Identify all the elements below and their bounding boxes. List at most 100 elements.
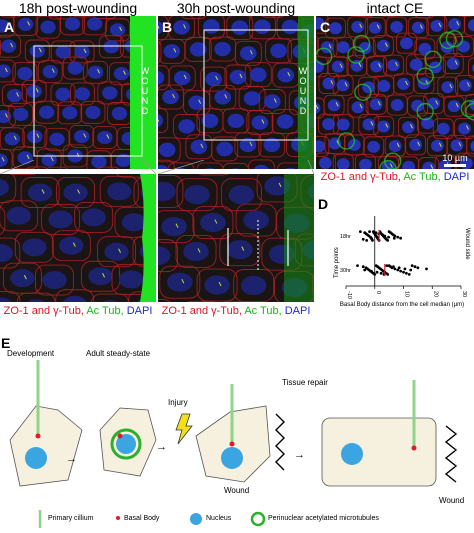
nucleus-icon bbox=[25, 447, 47, 469]
panel-a-title: 18h post-wounding bbox=[18, 0, 138, 16]
point-1-39 bbox=[403, 267, 407, 271]
point-0-41 bbox=[387, 235, 390, 239]
point-1-36 bbox=[385, 264, 389, 267]
x-tick-label-3: 20 bbox=[432, 291, 438, 297]
point-1-21 bbox=[393, 267, 397, 271]
stage-adult: Adult steady-state bbox=[86, 349, 151, 358]
wound-label-diagram-2: Wound bbox=[439, 496, 465, 505]
caption-b: ZO-1 and γ-Tub, Ac Tub, DAPI bbox=[161, 305, 311, 317]
legend-cilium: Primary cillium bbox=[48, 515, 94, 522]
panel-d-letter: D bbox=[318, 196, 329, 212]
panel-c-image: C 10 µm bbox=[316, 16, 474, 169]
panel-d-chart: Time points Wound side Basal Body distan… bbox=[334, 216, 470, 308]
point-0-37 bbox=[374, 231, 378, 235]
point-1-26 bbox=[407, 273, 411, 276]
repair-nucleus-icon bbox=[341, 443, 363, 465]
point-1-17 bbox=[386, 273, 390, 276]
x-tick-label-0: -10 bbox=[346, 291, 352, 299]
point-0-35 bbox=[365, 239, 369, 242]
point-0-31 bbox=[393, 234, 397, 238]
panel-a-zoom-image bbox=[0, 174, 156, 302]
arrow-3: → bbox=[294, 449, 305, 461]
chart-ylabel: Time points bbox=[334, 247, 340, 278]
point-1-32 bbox=[369, 269, 373, 273]
caption-c: ZO-1 and γ-Tub, Ac Tub, DAPI bbox=[320, 171, 470, 183]
point-1-0 bbox=[356, 264, 359, 267]
point-1-1 bbox=[361, 265, 365, 269]
wound-label-diagram-1: Wound bbox=[224, 486, 250, 495]
point-1-24 bbox=[402, 270, 405, 274]
point-0-0 bbox=[358, 230, 362, 233]
x-tick-label-2: 10 bbox=[404, 291, 410, 297]
panel-c-cells bbox=[316, 16, 474, 169]
wound-zigzag-1 bbox=[275, 413, 285, 471]
panel-b-zoom-cells bbox=[158, 174, 314, 302]
panel-e-letter: E bbox=[1, 335, 11, 351]
zoom-connectors bbox=[0, 160, 314, 175]
legend-basal-icon bbox=[116, 516, 120, 520]
zoom-box bbox=[33, 45, 143, 157]
legend-nucleus: Nucleus bbox=[206, 515, 232, 522]
point-1-8 bbox=[373, 273, 377, 276]
stage-injury: Injury bbox=[168, 398, 188, 407]
x-tick-label-1: 0 bbox=[375, 291, 381, 294]
panel-b-zoom-image bbox=[158, 174, 314, 302]
point-0-42 bbox=[392, 236, 396, 240]
point-0-8 bbox=[371, 239, 374, 242]
point-1-27 bbox=[410, 264, 414, 267]
basal-body-icon bbox=[35, 433, 41, 439]
legend-microtubules: Perinuclear acetylated microtubules bbox=[268, 515, 379, 522]
point-1-22 bbox=[396, 268, 400, 272]
adult-nucleus-icon bbox=[116, 434, 136, 454]
point-1-37 bbox=[392, 265, 395, 269]
point-1-30 bbox=[425, 267, 428, 271]
scale-bar-label: 10 µm bbox=[442, 153, 468, 163]
point-0-33 bbox=[399, 236, 403, 240]
perinuclear-ring-icon bbox=[110, 428, 142, 460]
point-1-23 bbox=[399, 269, 403, 273]
panel-b-letter: B bbox=[162, 19, 173, 35]
chart-side-label: Wound side bbox=[464, 228, 470, 260]
wound-zigzag-2 bbox=[444, 425, 458, 483]
development-cell bbox=[9, 405, 83, 487]
legend-ring-icon bbox=[250, 511, 266, 527]
repair-basal-body-icon bbox=[411, 445, 417, 451]
stage-repair: Tissue repair bbox=[282, 378, 328, 387]
caption-a: ZO-1 and γ-Tub, Ac Tub, DAPI bbox=[3, 305, 153, 317]
category-label-0: 18hr bbox=[340, 234, 351, 240]
point-0-32 bbox=[396, 235, 400, 239]
injury-bolt-icon bbox=[175, 413, 193, 445]
point-0-26 bbox=[386, 239, 390, 242]
point-1-38 bbox=[397, 266, 401, 270]
injured-nucleus-icon bbox=[221, 447, 243, 469]
chart-xlabel: Basal Body distance from the cell median… bbox=[340, 302, 464, 308]
adult-basal-body-icon bbox=[117, 433, 123, 439]
panel-b-title: 30h post-wounding bbox=[176, 0, 296, 16]
x-tick-label-4: 30 bbox=[461, 291, 467, 297]
scale-bar bbox=[444, 164, 466, 167]
injured-basal-body-icon bbox=[229, 441, 235, 447]
panel-a-letter: A bbox=[4, 19, 15, 35]
arrow-2: → bbox=[156, 441, 167, 453]
point-1-31 bbox=[363, 268, 367, 272]
legend-basal: Basal Body bbox=[124, 515, 160, 522]
panel-a-zoom-cells bbox=[0, 174, 156, 302]
wound-region-b bbox=[298, 16, 314, 169]
point-0-36 bbox=[368, 230, 371, 233]
diagram-e: → → → bbox=[9, 360, 458, 528]
stage-development: Development bbox=[7, 349, 55, 358]
panel-b-top-cells bbox=[158, 16, 314, 169]
legend-nucleus-icon bbox=[190, 513, 202, 525]
point-1-25 bbox=[404, 271, 408, 275]
point-1-34 bbox=[379, 271, 383, 275]
zoom-box-b bbox=[203, 29, 309, 141]
point-1-33 bbox=[375, 270, 379, 274]
panel-a-top-cells bbox=[0, 16, 156, 169]
point-1-28 bbox=[413, 265, 417, 269]
point-1-40 bbox=[409, 268, 413, 272]
repair-cell bbox=[321, 417, 437, 487]
